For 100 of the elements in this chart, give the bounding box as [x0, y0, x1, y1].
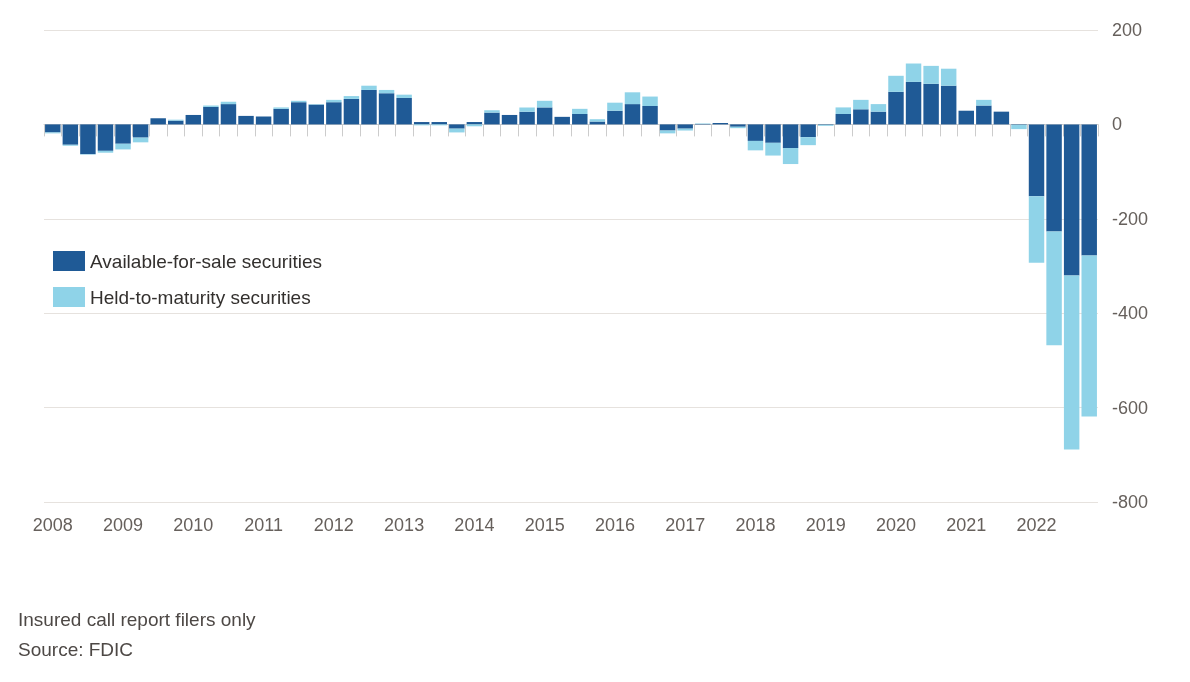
bar: [132, 124, 149, 138]
bar: [273, 108, 289, 125]
bar: [923, 65, 939, 84]
bar: [220, 104, 237, 125]
bar: [1046, 124, 1062, 232]
bar: [519, 111, 535, 125]
bar: [940, 85, 957, 125]
x-tick-label: 2020: [875, 515, 917, 535]
bar: [747, 124, 764, 141]
bar: [1028, 196, 1045, 263]
bar: [396, 94, 412, 98]
bar: [853, 99, 869, 110]
y-tick-label: 200: [1112, 20, 1143, 40]
bar: [870, 104, 887, 112]
y-tick-label: -800: [1112, 492, 1149, 512]
bar: [835, 114, 852, 125]
bar: [624, 92, 641, 105]
bar: [536, 107, 553, 125]
bar: [361, 85, 377, 90]
bar: [519, 107, 535, 112]
x-tick-label: 2019: [805, 515, 846, 535]
bar: [554, 116, 570, 125]
bar: [290, 102, 307, 125]
bar: [484, 110, 500, 113]
x-tick-label: 2021: [946, 515, 987, 535]
y-tick-label: -200: [1112, 208, 1149, 229]
text: Insured call report filers only: [18, 609, 257, 630]
bar: [976, 99, 992, 106]
bar: [343, 96, 360, 99]
x-tick-label: 2009: [103, 515, 144, 535]
bar: [659, 124, 676, 131]
x-tick-label: 2018: [735, 515, 776, 535]
bar: [642, 105, 658, 125]
bar: [940, 68, 957, 86]
x-tick-label: 2013: [384, 515, 425, 535]
bar: [923, 83, 939, 125]
bar: [45, 124, 61, 133]
bar: [150, 118, 166, 125]
legend-label: Held-to-maturity securities: [90, 286, 311, 308]
x-tick-label: 2010: [173, 515, 214, 535]
bar: [976, 105, 992, 125]
bar: [1028, 124, 1045, 197]
bar: [572, 114, 588, 125]
bar: [765, 142, 781, 156]
bar: [62, 124, 79, 145]
x-tick-label: 2017: [665, 515, 706, 535]
y-tick-label: 0: [1112, 114, 1123, 135]
bar: [800, 124, 816, 138]
bar: [115, 143, 131, 150]
bar: [607, 110, 623, 125]
bar: [870, 111, 887, 125]
bar: [905, 81, 922, 125]
bar: [308, 104, 325, 125]
bar: [835, 107, 852, 115]
bar: [905, 63, 922, 82]
bar: [396, 97, 412, 125]
bar: [97, 124, 114, 151]
bar: [782, 124, 799, 148]
bar: [782, 148, 799, 165]
bar: [1011, 124, 1027, 130]
y-tick-label: -400: [1112, 303, 1149, 324]
y-tick-label: -600: [1112, 397, 1149, 418]
bar: [238, 115, 254, 125]
bar: [501, 114, 518, 125]
bar: [255, 116, 272, 125]
bar: [1063, 275, 1080, 450]
x-tick-label: 2008: [32, 515, 73, 535]
bar: [80, 124, 96, 155]
x-tick-label: 2012: [313, 515, 354, 535]
bar: [642, 96, 658, 106]
bar: [607, 102, 623, 111]
bar: [449, 124, 465, 129]
x-tick-label: 2015: [524, 515, 565, 535]
bar: [853, 109, 869, 125]
bar: [747, 140, 764, 151]
bar: [361, 89, 377, 125]
x-tick-label: 2016: [594, 515, 635, 535]
bar: [624, 104, 641, 125]
source-note: Source: FDIC: [18, 639, 134, 660]
bar: [993, 111, 1010, 125]
bar: [185, 114, 202, 125]
bar: [378, 93, 395, 125]
bar: [765, 124, 781, 143]
bar: [572, 108, 588, 115]
x-tick-label: 2022: [1016, 515, 1057, 535]
bar: [203, 106, 219, 125]
x-tick-label: 2014: [454, 515, 495, 535]
bar: [326, 102, 342, 125]
bar: [1046, 231, 1062, 346]
bar: [1063, 124, 1080, 276]
bar: [888, 91, 904, 125]
x-tick-label: 2011: [244, 515, 283, 535]
legend-label: Available-for-sale securities: [90, 250, 322, 272]
bar: [958, 110, 974, 125]
bar: [800, 137, 816, 146]
bar: [484, 112, 500, 125]
bar: [888, 75, 904, 92]
bar: [115, 124, 131, 144]
bar: [1081, 124, 1097, 256]
bar: [677, 124, 693, 129]
